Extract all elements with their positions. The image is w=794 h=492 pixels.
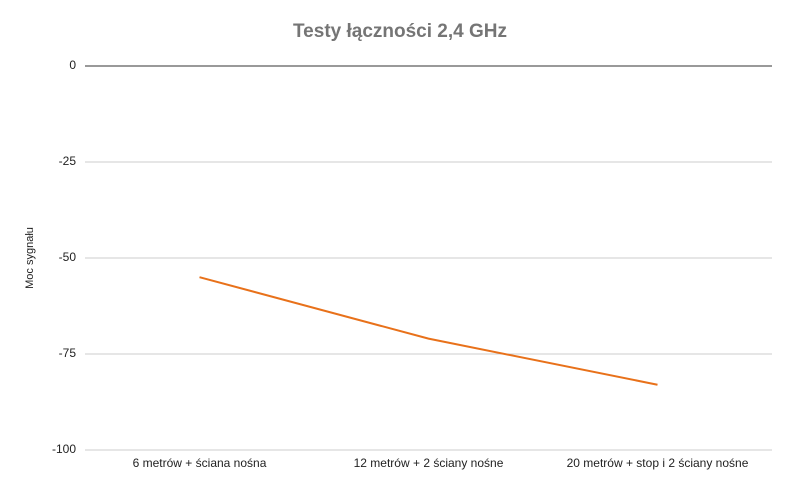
y-tick-label: -50	[59, 250, 77, 264]
x-tick-label: 20 metrów + stop i 2 ściany nośne	[567, 456, 749, 470]
y-tick-label: -100	[52, 442, 76, 456]
y-tick-label: 0	[69, 58, 76, 72]
line-series	[199, 276, 658, 386]
y-axis-label: Moc sygnału	[24, 227, 36, 289]
y-tick-label: -25	[59, 154, 77, 168]
x-tick-label: 12 metrów + 2 ściany nośne	[354, 456, 504, 470]
chart-title: Testy łączności 2,4 GHz	[293, 21, 507, 42]
x-tick-label: 6 metrów + ściana nośna	[133, 456, 267, 470]
y-tick-label: -75	[59, 346, 77, 360]
